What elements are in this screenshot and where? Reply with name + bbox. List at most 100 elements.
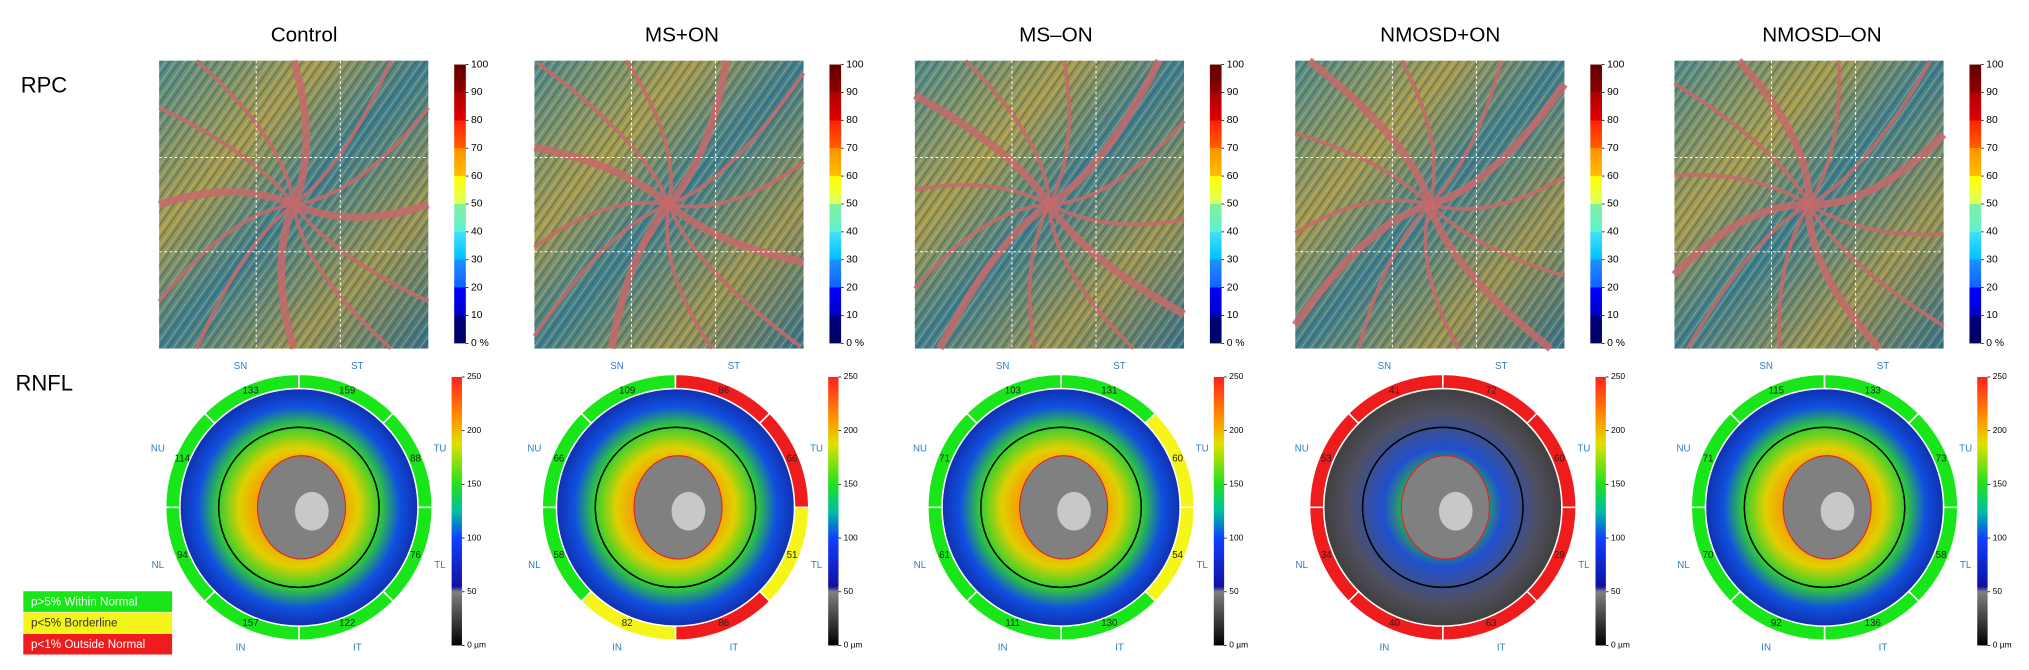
- optic-disc: [295, 491, 329, 531]
- vessel: [195, 59, 296, 205]
- colorbar-tick-label: 90: [1986, 87, 1998, 98]
- sector-value: 82: [622, 618, 633, 629]
- sector-name: IT: [353, 643, 362, 654]
- row-label: RPC: [21, 72, 68, 97]
- sector-value: 111: [1005, 618, 1020, 629]
- colorbar-tick-label: 40: [1986, 227, 1998, 238]
- sector-value: 63: [1486, 618, 1497, 629]
- colorbar-tick-label: 80: [1607, 115, 1619, 126]
- colorbar-tick-label: 100: [1993, 532, 2007, 542]
- sector-value: 60: [1554, 454, 1565, 465]
- colorbar-tick-label: 90: [846, 87, 858, 98]
- sector: [1308, 506, 1360, 603]
- colorbar-tick-label: 0 %: [471, 338, 489, 349]
- sector-name: TL: [811, 560, 823, 571]
- vessel: [1428, 203, 1566, 278]
- colorbar-tick-label: 80: [471, 115, 483, 126]
- sector-value: 58: [1936, 550, 1947, 561]
- colorbar-tick-label: 70: [1227, 143, 1239, 154]
- sector-name: SN: [996, 361, 1009, 372]
- sector-name: SN: [234, 361, 247, 372]
- rnfl-scan-circle: [1743, 426, 1906, 589]
- sector-name: IT: [730, 643, 739, 654]
- sector-name: ST: [1877, 361, 1889, 372]
- colorbar-tick-label: 60: [1227, 171, 1239, 182]
- vessel: [668, 71, 806, 207]
- colorbar-tick-label: 90: [1607, 87, 1619, 98]
- rpc-colorbar: [454, 64, 466, 344]
- colorbar-tick-label: 90: [471, 87, 483, 98]
- optic-disc: [1820, 491, 1855, 531]
- vessel: [292, 203, 430, 304]
- vessel: [290, 59, 311, 207]
- vessel: [912, 91, 1053, 207]
- rpc-image: [157, 59, 430, 350]
- sector-value: 34: [1321, 550, 1332, 561]
- colorbar-tick-label: 50: [1607, 199, 1619, 210]
- vessel: [1807, 60, 1841, 206]
- colorbar-tick-label: 20: [471, 282, 483, 293]
- rnfl-colorbar: [1977, 376, 1988, 646]
- vessel: [158, 106, 296, 206]
- sector-name: TU: [810, 444, 823, 455]
- vessel: [292, 200, 430, 222]
- sector-value: 92: [1771, 618, 1782, 629]
- colorbar-tick-label: 0 µm: [1229, 640, 1248, 650]
- sector-value: 131: [1101, 386, 1117, 397]
- rpc-image: [532, 59, 806, 350]
- sector-name: NL: [1296, 560, 1309, 571]
- vessel: [157, 188, 296, 209]
- vessel: [535, 61, 671, 206]
- colorbar-tick-label: 50: [1993, 586, 2003, 596]
- vessel: [1399, 59, 1437, 206]
- sector-value: 66: [554, 454, 565, 465]
- vessel: [964, 59, 1052, 205]
- colorbar-tick-label: 10: [1227, 310, 1239, 321]
- sector-name: IT: [1115, 643, 1124, 654]
- sector-name: NU: [1676, 444, 1690, 455]
- colorbar-tick-label: 100: [1611, 532, 1625, 542]
- vessel: [1777, 203, 1811, 349]
- optic-disc: [1057, 491, 1091, 531]
- vessel: [1047, 60, 1072, 206]
- colorbar-tick-label: 50: [844, 586, 854, 596]
- sector: [1690, 506, 1742, 603]
- sector-name: NL: [1677, 560, 1690, 571]
- column-title: Control: [271, 24, 338, 47]
- rnfl-colorbar: [1595, 376, 1606, 646]
- colorbar-tick-label: 200: [1993, 425, 2007, 435]
- colorbar-tick-label: 250: [1611, 371, 1625, 381]
- colorbar-tick-label: 100: [1986, 59, 2004, 70]
- sector-value: 72: [1486, 386, 1497, 397]
- vessel: [607, 202, 672, 350]
- sector-value: 53: [1321, 454, 1332, 465]
- sector-name: NL: [528, 560, 541, 571]
- sector-name: SN: [1759, 361, 1772, 372]
- vessel: [293, 106, 430, 207]
- vessel: [1294, 198, 1431, 235]
- sector-value: 88: [410, 454, 421, 465]
- sector-name: IT: [1497, 643, 1506, 654]
- colorbar-tick-label: 40: [1227, 227, 1239, 238]
- colorbar-tick-label: 50: [471, 199, 483, 210]
- sector-value: 133: [243, 386, 259, 397]
- vessel: [1673, 81, 1811, 206]
- sector-name: TU: [1959, 444, 1972, 455]
- vessel: [666, 201, 805, 266]
- sector-name: SN: [610, 361, 623, 372]
- sector-name: ST: [1495, 361, 1507, 372]
- colorbar-tick-label: 50: [1986, 199, 1998, 210]
- colorbar-tick-label: 0 µm: [467, 640, 486, 650]
- colorbar-tick-label: 30: [471, 254, 483, 265]
- sector-value: 94: [177, 550, 188, 561]
- colorbar-tick-label: 70: [846, 143, 858, 154]
- sector-name: IT: [1879, 643, 1888, 654]
- colorbar-tick-label: 250: [467, 371, 481, 381]
- vessel: [1294, 131, 1432, 206]
- vessel: [532, 202, 670, 338]
- vessel: [1306, 57, 1434, 206]
- colorbar-tick-label: 150: [1611, 479, 1625, 489]
- colorbar-tick-label: 20: [846, 282, 858, 293]
- sector-value: 66: [787, 454, 798, 465]
- vessel: [1423, 204, 1461, 350]
